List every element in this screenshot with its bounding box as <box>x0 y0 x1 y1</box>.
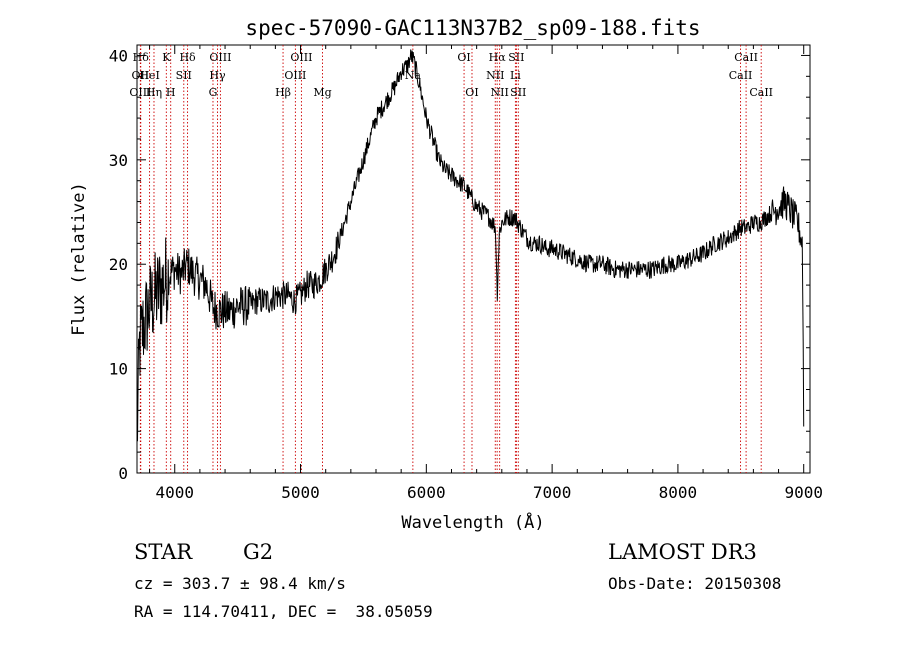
spectral-line-label: Hα <box>489 51 507 64</box>
spectral-line-label: SII <box>176 69 192 82</box>
x-tick-label: 8000 <box>659 483 698 502</box>
spectral-line-label: Hδ <box>133 51 150 64</box>
redshift-cz: cz = 303.7 ± 98.4 km/s <box>134 574 346 593</box>
spectral-line-label: Hγ <box>209 69 226 82</box>
observation-date: Obs-Date: 20150308 <box>608 574 782 593</box>
x-tick-label: 9000 <box>784 483 823 502</box>
spectral-line-label: HeI <box>139 69 159 82</box>
spectral-line-label: Hδ <box>179 51 196 64</box>
y-tick-label: 40 <box>109 46 128 65</box>
spectral-line-label: CaII <box>729 69 753 82</box>
object-subclass: G2 <box>243 540 274 564</box>
x-axis-label: Wavelength (Å) <box>401 511 544 533</box>
x-tick-label: 7000 <box>533 483 572 502</box>
spectral-line-label: SII <box>510 86 526 99</box>
spectral-line-label: Hβ <box>275 86 291 99</box>
spectral-line-label: CaII <box>734 51 758 64</box>
spectral-line-label: OIII <box>284 69 306 82</box>
spectral-line-label: H <box>166 86 176 99</box>
y-tick-label: 30 <box>109 151 128 170</box>
spectral-line-label: OI <box>457 51 470 64</box>
coordinates: RA = 114.70411, DEC = 38.05059 <box>134 602 433 621</box>
spectral-line-label: G <box>209 86 218 99</box>
spectral-line-label: OI <box>465 86 478 99</box>
plot-frame <box>136 44 811 474</box>
spectral-line-label: OII <box>132 69 150 82</box>
spectral-line-label: Li <box>510 69 521 82</box>
spectral-line-label: OIII <box>209 51 231 64</box>
spectral-line-label: K <box>162 51 171 64</box>
x-tick-label: 4000 <box>155 483 194 502</box>
x-tick-label: 5000 <box>281 483 320 502</box>
y-axis-label: Flux (relative) <box>69 182 89 336</box>
spectral-line-label: NII <box>491 86 509 99</box>
spectral-line-label: OIII <box>290 51 312 64</box>
y-tick-label: 10 <box>109 360 128 379</box>
spectral-line-label: Hη <box>146 86 162 99</box>
spectrum-line <box>136 49 805 442</box>
chart-title: spec-57090-GAC113N37B2_sp09-188.fits <box>245 16 700 40</box>
spectral-line-label: Mg <box>313 86 331 99</box>
axis-ticks: 4000 5000 6000 7000 8000 9000 0 10 20 30 40 <box>109 45 823 502</box>
survey-name: LAMOST DR3 <box>608 540 757 564</box>
spectral-line-label: CaII <box>749 86 773 99</box>
spectral-line-label: NII <box>486 69 504 82</box>
object-class: STAR <box>134 540 193 564</box>
y-tick-label: 20 <box>109 255 128 274</box>
y-tick-label: 0 <box>118 464 128 483</box>
spectral-line-label: SII <box>508 51 524 64</box>
spectral-line-label: OIII <box>129 86 151 99</box>
x-tick-label: 6000 <box>407 483 446 502</box>
